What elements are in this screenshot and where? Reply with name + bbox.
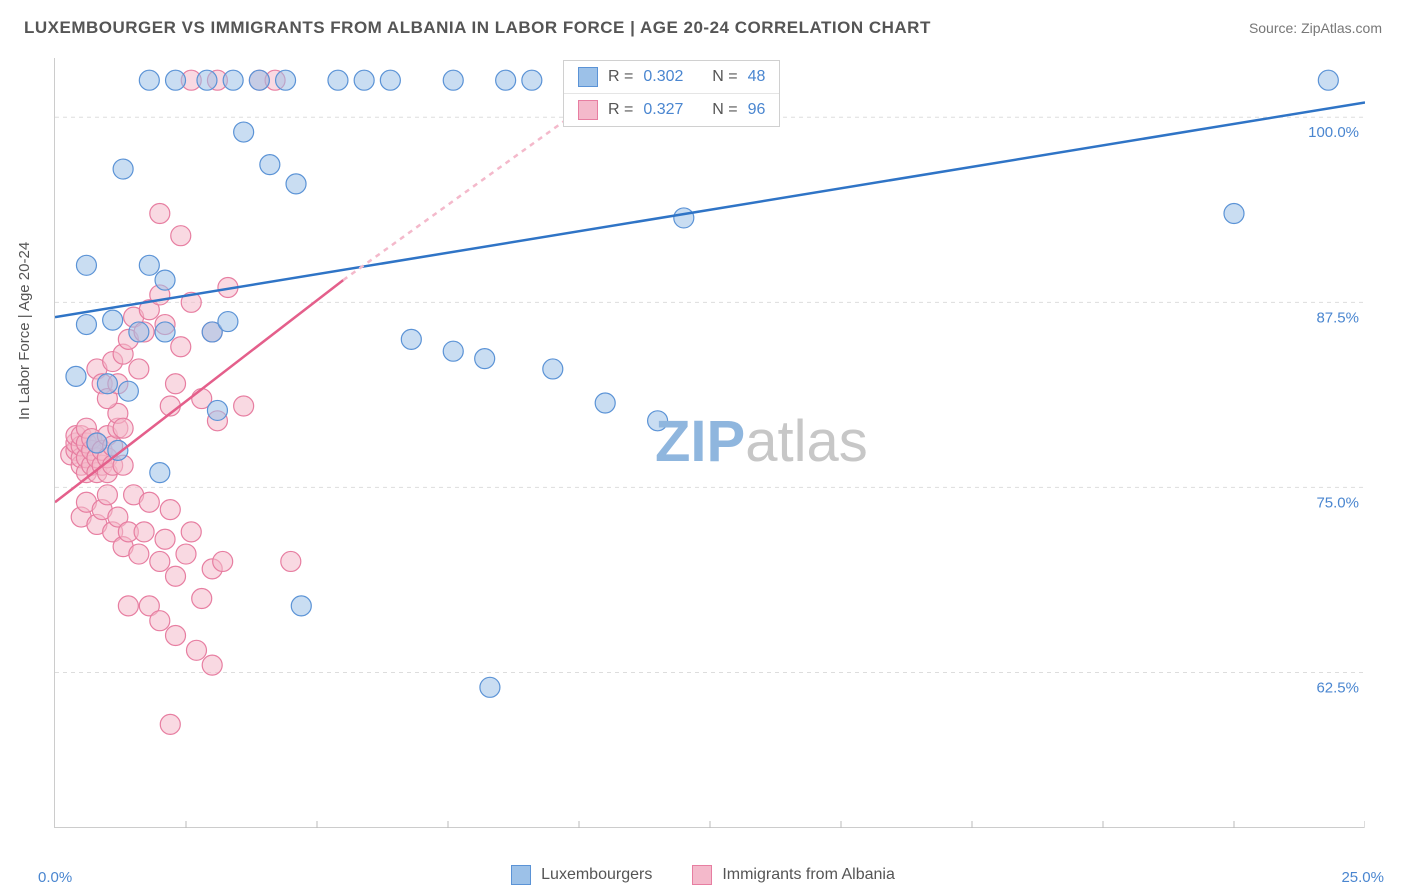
source-label: Source: ZipAtlas.com [1249, 20, 1382, 36]
stats-N-label: N = [712, 68, 737, 86]
stats-R-label: R = [608, 68, 633, 86]
svg-text:62.5%: 62.5% [1316, 680, 1359, 697]
legend-item-albania: Immigrants from Albania [692, 865, 895, 885]
svg-text:100.0%: 100.0% [1308, 124, 1359, 141]
plot-area: 62.5%75.0%87.5%100.0% ZIPatlas R = 0.302… [54, 58, 1364, 828]
legend-label-luxembourgers: Luxembourgers [541, 866, 652, 884]
legend-label-albania: Immigrants from Albania [722, 866, 895, 884]
svg-text:87.5%: 87.5% [1316, 309, 1359, 326]
bottom-legend: Luxembourgers Immigrants from Albania [0, 858, 1406, 892]
stats-row-albania: R = 0.327 N = 96 [564, 93, 779, 126]
swatch-pink [692, 865, 712, 885]
stats-R-label: R = [608, 101, 633, 119]
stats-N-label: N = [712, 101, 737, 119]
stats-R-value-blue: 0.302 [643, 68, 683, 86]
svg-text:75.0%: 75.0% [1316, 494, 1359, 511]
stats-legend-box: R = 0.302 N = 48 R = 0.327 N = 96 [563, 60, 780, 127]
chart-title: LUXEMBOURGER VS IMMIGRANTS FROM ALBANIA … [24, 18, 931, 37]
swatch-blue [511, 865, 531, 885]
swatch-pink [578, 100, 598, 120]
stats-R-value-pink: 0.327 [643, 101, 683, 119]
stats-N-value-blue: 48 [748, 68, 766, 86]
y-axis-label: In Labor Force | Age 20-24 [16, 242, 33, 420]
swatch-blue [578, 67, 598, 87]
stats-N-value-pink: 96 [748, 101, 766, 119]
stats-row-luxembourgers: R = 0.302 N = 48 [564, 61, 779, 93]
legend-item-luxembourgers: Luxembourgers [511, 865, 652, 885]
